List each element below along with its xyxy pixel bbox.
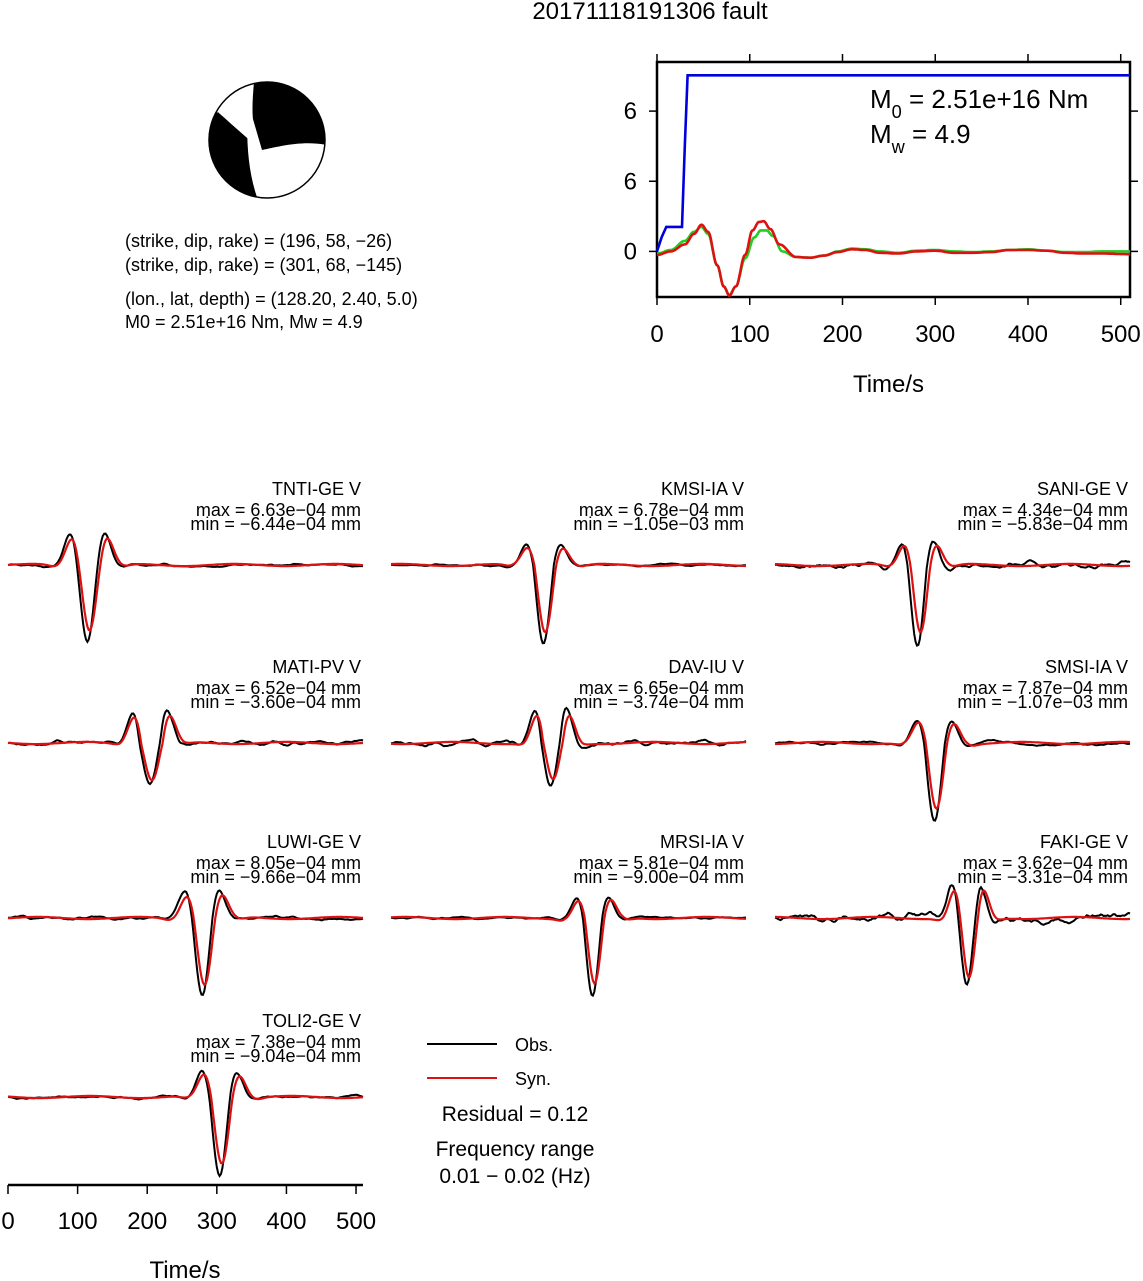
waveform-syn-faki-ge — [775, 889, 1130, 979]
waveform-syn-toli2-ge — [8, 1073, 363, 1165]
station-max: max = 5.81e−04 mm — [579, 853, 744, 873]
frequency-range: 0.01 − 0.02 (Hz) — [439, 1165, 591, 1188]
station-min: min = −9.66e−04 mm — [190, 867, 361, 887]
moment-x-tick-label: 200 — [822, 321, 862, 348]
legend — [427, 1043, 497, 1079]
magnitude: M0 = 2.51e+16 Nm, Mw = 4.9 — [125, 312, 363, 332]
station-min: min = −9.04e−04 mm — [190, 1046, 361, 1066]
legend-syn-label: Syn. — [515, 1069, 552, 1089]
station-max: max = 6.63e−04 mm — [196, 500, 361, 520]
waveform-obs-dav-iu — [390, 706, 747, 787]
waveform-x-tick-label: 200 — [127, 1208, 167, 1235]
station-max: max = 6.52e−04 mm — [196, 678, 361, 698]
station-min: min = −9.00e−04 mm — [573, 867, 744, 887]
waveform-x-tick-label: 400 — [266, 1208, 306, 1235]
station-label: TOLI2-GE V — [262, 1011, 361, 1031]
moment-m0-annotation: M0 = 2.51e+16 Nm — [870, 84, 1088, 122]
station-label: SMSI-IA V — [1045, 657, 1128, 677]
moment-x-tick-label: 300 — [915, 321, 955, 348]
waveform-syn-kmsi-ia — [390, 546, 746, 634]
waveform-obs-mati-pv — [7, 709, 364, 786]
station-label: MRSI-IA V — [660, 832, 744, 852]
waveform-x-tick-label: 500 — [336, 1208, 376, 1235]
station-max: max = 7.87e−04 mm — [963, 678, 1128, 698]
waveform-obs-sani-ge — [774, 540, 1131, 648]
moment-chart: 010020030040050001e+162e+16Time/sMoment/… — [623, 54, 1141, 398]
frequency-label: Frequency range — [435, 1138, 595, 1161]
moment-x-tick-label: 100 — [730, 321, 770, 348]
waveform-syn-sani-ge — [774, 544, 1130, 633]
waveform-x-tick-label: 100 — [58, 1208, 98, 1235]
moment-x-tick-label: 400 — [1008, 321, 1048, 348]
waveform-syn-tnti-ge — [7, 537, 364, 632]
waveform-obs-tnti-ge — [7, 532, 363, 644]
waveform-x-axis-label: Time/s — [149, 1257, 220, 1281]
station-min: min = −3.31e−04 mm — [957, 867, 1128, 887]
moment-mw-annotation: Mw = 4.9 — [870, 119, 971, 157]
moment-cumulative-line — [655, 74, 1130, 252]
moment-x-tick-label: 500 — [1101, 321, 1141, 348]
station-max: max = 7.38e−04 mm — [196, 1032, 361, 1052]
station-label: FAKI-GE V — [1040, 832, 1128, 852]
waveform-obs-luwi-ge — [7, 889, 364, 997]
station-label: KMSI-IA V — [661, 479, 744, 499]
waveform-obs-toli2-ge — [7, 1069, 364, 1178]
legend-obs-label: Obs. — [515, 1035, 554, 1055]
waveform-syn-mati-pv — [7, 714, 363, 782]
station-min: min = −3.74e−04 mm — [573, 692, 744, 712]
station-min: min = −6.44e−04 mm — [190, 514, 361, 534]
station-label: MATI-PV V — [272, 657, 361, 677]
waveform-obs-faki-ge — [774, 884, 1131, 987]
residual: Residual = 0.12 — [441, 1103, 589, 1126]
station-label: LUWI-GE V — [267, 832, 361, 852]
waveform-syn-dav-iu — [390, 714, 746, 781]
waveform-x-tick-label: 300 — [197, 1208, 237, 1235]
station-label: TNTI-GE V — [272, 479, 361, 499]
station-max: max = 3.62e−04 mm — [963, 853, 1128, 873]
station-label: SANI-GE V — [1037, 479, 1128, 499]
station-max: max = 8.05e−04 mm — [196, 853, 361, 873]
waveform-obs-kmsi-ia — [390, 543, 747, 645]
moment-x-tick-label: 0 — [650, 321, 663, 348]
waveform-obs-mrsi-ia — [390, 896, 746, 998]
waveform-syn-mrsi-ia — [390, 898, 746, 986]
figure-title: 20171118191306 fault — [532, 0, 768, 25]
station-min: min = −3.60e−04 mm — [190, 692, 361, 712]
waveform-x-tick-label: 0 — [1, 1208, 14, 1235]
moment-plot-frame — [655, 60, 1132, 299]
moment-y-tick-label: 1e+16 — [623, 168, 637, 195]
waveform-syn-smsi-ia — [775, 721, 1130, 811]
station-max: max = 6.78e−04 mm — [579, 500, 744, 520]
waveform-obs-smsi-ia — [774, 719, 1131, 822]
moment-filtered-line — [656, 219, 1130, 297]
station-max: max = 6.65e−04 mm — [579, 678, 744, 698]
moment-y-tick-label: 2e+16 — [623, 98, 637, 125]
station-max: max = 4.34e−04 mm — [963, 500, 1128, 520]
waveform-syn-luwi-ge — [7, 894, 364, 987]
station-min: min = −1.05e−03 mm — [573, 514, 744, 534]
moment-y-tick-label: 0 — [624, 238, 637, 265]
moment-x-axis-label: Time/s — [853, 371, 924, 398]
nodal-plane-1: (strike, dip, rake) = (196, 58, −26) — [125, 231, 393, 251]
station-label: DAV-IU V — [668, 657, 744, 677]
hypocenter: (lon., lat, depth) = (128.20, 2.40, 5.0) — [125, 289, 418, 309]
station-min: min = −1.07e−03 mm — [957, 692, 1128, 712]
beachball — [208, 81, 326, 199]
nodal-plane-2: (strike, dip, rake) = (301, 68, −145) — [125, 255, 403, 275]
station-min: min = −5.83e−04 mm — [957, 514, 1128, 534]
